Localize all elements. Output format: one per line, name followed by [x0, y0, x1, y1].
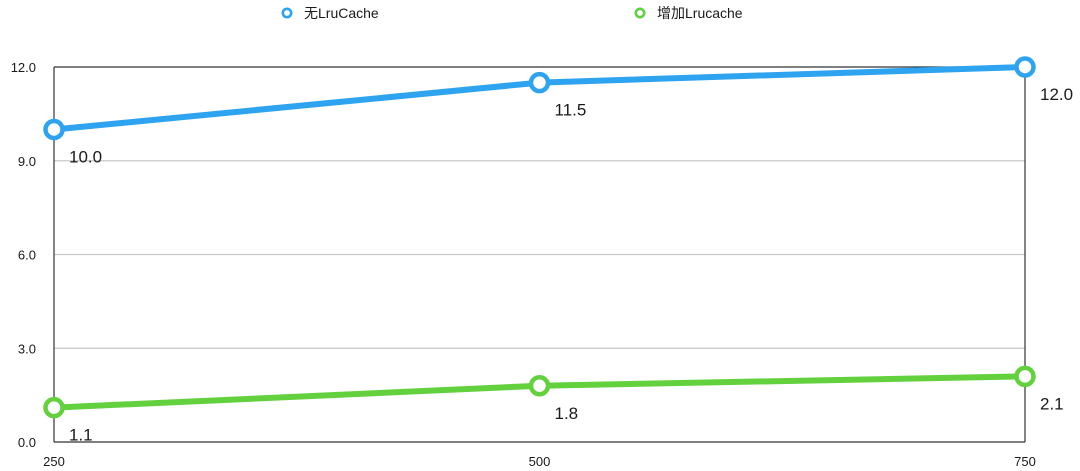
- data-label: 12.0: [1040, 85, 1073, 104]
- data-label: 11.5: [555, 101, 587, 120]
- legend-marker: [634, 7, 646, 19]
- x-tick-label: 750: [1014, 454, 1036, 469]
- legend-label: 增加Lrucache: [657, 5, 743, 21]
- data-point: [43, 396, 65, 419]
- x-tick-label: 250: [43, 454, 65, 469]
- legend: 无LruCache 增加Lrucache: [281, 5, 743, 21]
- label-layer: 10.0 11.5 12.0 1.1 1.8 2.1: [69, 85, 1073, 445]
- data-point: [528, 71, 551, 94]
- data-point: [43, 118, 65, 141]
- legend-marker: [281, 7, 293, 19]
- y-tick-label: 6.0: [18, 248, 36, 263]
- y-tick-label: 3.0: [18, 341, 36, 356]
- data-point: [528, 375, 551, 397]
- legend-label: 无LruCache: [304, 5, 379, 21]
- y-tick-label: 12.0: [11, 60, 36, 75]
- x-tick-label: 500: [529, 454, 551, 469]
- y-tick-label: 9.0: [18, 154, 36, 169]
- data-label: 1.8: [555, 404, 579, 423]
- grid-layer: [54, 160, 1025, 349]
- data-label: 1.1: [69, 426, 93, 445]
- data-label: 2.1: [1040, 394, 1064, 413]
- data-label: 10.0: [69, 148, 102, 167]
- y-tick-label: 0.0: [18, 435, 36, 450]
- data-point: [1014, 56, 1036, 78]
- data-point: [1014, 365, 1036, 388]
- series-layer: [43, 56, 1036, 419]
